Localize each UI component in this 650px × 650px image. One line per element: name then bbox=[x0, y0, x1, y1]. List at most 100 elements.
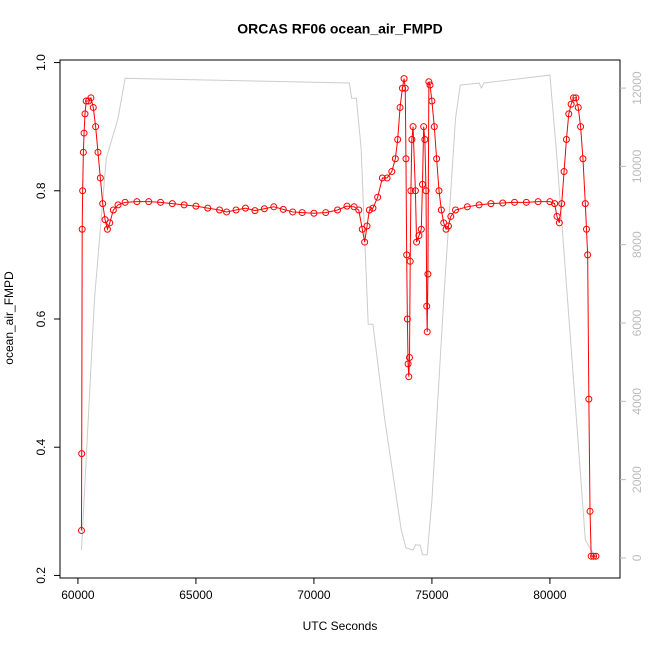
point bbox=[582, 225, 590, 233]
y2-tick-label: 0 bbox=[630, 554, 644, 561]
point bbox=[81, 110, 89, 118]
point bbox=[420, 123, 428, 131]
point bbox=[553, 212, 561, 220]
point bbox=[232, 206, 240, 214]
chart-title: ORCAS RF06 ocean_air_FMPD bbox=[237, 21, 442, 37]
point bbox=[586, 507, 594, 515]
point bbox=[511, 198, 519, 206]
point bbox=[80, 129, 88, 137]
point bbox=[378, 174, 386, 182]
y-axis-label: ocean_air_FMPD bbox=[2, 271, 16, 365]
point bbox=[587, 552, 595, 560]
point bbox=[78, 450, 86, 458]
point bbox=[180, 201, 188, 209]
point bbox=[425, 78, 433, 86]
point bbox=[361, 238, 369, 246]
point bbox=[522, 198, 530, 206]
point bbox=[363, 222, 371, 230]
point bbox=[106, 219, 114, 227]
point bbox=[145, 198, 153, 206]
point bbox=[77, 527, 85, 535]
point bbox=[403, 251, 411, 259]
point bbox=[87, 94, 95, 102]
point bbox=[355, 206, 363, 214]
point bbox=[133, 198, 141, 206]
point bbox=[241, 204, 249, 212]
point bbox=[358, 225, 366, 233]
point bbox=[192, 202, 200, 210]
x-tick-label: 60000 bbox=[61, 588, 95, 602]
point bbox=[400, 75, 408, 83]
point bbox=[407, 187, 415, 195]
point bbox=[216, 206, 224, 214]
point bbox=[577, 123, 585, 131]
point bbox=[94, 148, 102, 156]
point bbox=[555, 219, 563, 227]
point bbox=[404, 360, 412, 368]
point bbox=[92, 123, 100, 131]
point bbox=[121, 198, 129, 206]
point bbox=[422, 187, 430, 195]
point bbox=[350, 203, 358, 211]
point bbox=[437, 206, 445, 214]
point bbox=[560, 168, 568, 176]
point bbox=[114, 201, 122, 209]
point bbox=[260, 205, 268, 213]
point bbox=[79, 187, 87, 195]
point bbox=[157, 198, 165, 206]
point bbox=[96, 174, 104, 182]
point bbox=[421, 135, 429, 143]
point bbox=[565, 110, 573, 118]
point bbox=[423, 302, 431, 310]
point bbox=[447, 212, 455, 220]
y2-tick-label: 8000 bbox=[630, 231, 644, 258]
point bbox=[394, 135, 402, 143]
point bbox=[334, 206, 342, 214]
point bbox=[567, 100, 575, 108]
point bbox=[452, 206, 460, 214]
x-tick-label: 80000 bbox=[533, 588, 567, 602]
point bbox=[405, 373, 413, 381]
point bbox=[584, 251, 592, 259]
point bbox=[424, 270, 432, 278]
point bbox=[409, 123, 417, 131]
point bbox=[423, 328, 431, 336]
x-axis-label: UTC Seconds bbox=[303, 619, 378, 633]
point bbox=[426, 81, 434, 89]
point bbox=[79, 148, 87, 156]
point bbox=[369, 204, 377, 212]
point bbox=[463, 203, 471, 211]
y2-tick-label: 2000 bbox=[630, 466, 644, 493]
y-tick-label: 1.0 bbox=[34, 54, 48, 71]
series-line bbox=[80, 78, 596, 557]
point bbox=[572, 94, 580, 102]
point bbox=[581, 200, 589, 208]
point bbox=[343, 202, 351, 210]
point bbox=[417, 225, 425, 233]
point bbox=[499, 199, 507, 207]
point bbox=[82, 97, 90, 105]
point bbox=[251, 207, 259, 215]
point bbox=[310, 209, 318, 217]
point bbox=[430, 123, 438, 131]
point bbox=[546, 198, 554, 206]
point bbox=[487, 200, 495, 208]
point bbox=[590, 552, 598, 560]
point bbox=[396, 103, 404, 111]
point bbox=[402, 155, 410, 163]
point bbox=[109, 206, 117, 214]
point bbox=[444, 222, 452, 230]
point bbox=[101, 216, 109, 224]
point bbox=[374, 193, 382, 201]
point bbox=[365, 206, 373, 214]
point bbox=[298, 209, 306, 217]
point bbox=[579, 155, 587, 163]
point bbox=[78, 225, 86, 233]
point bbox=[585, 395, 593, 403]
point bbox=[401, 84, 409, 92]
point bbox=[574, 103, 582, 111]
point bbox=[475, 201, 483, 209]
point bbox=[398, 84, 406, 92]
point bbox=[103, 225, 111, 233]
